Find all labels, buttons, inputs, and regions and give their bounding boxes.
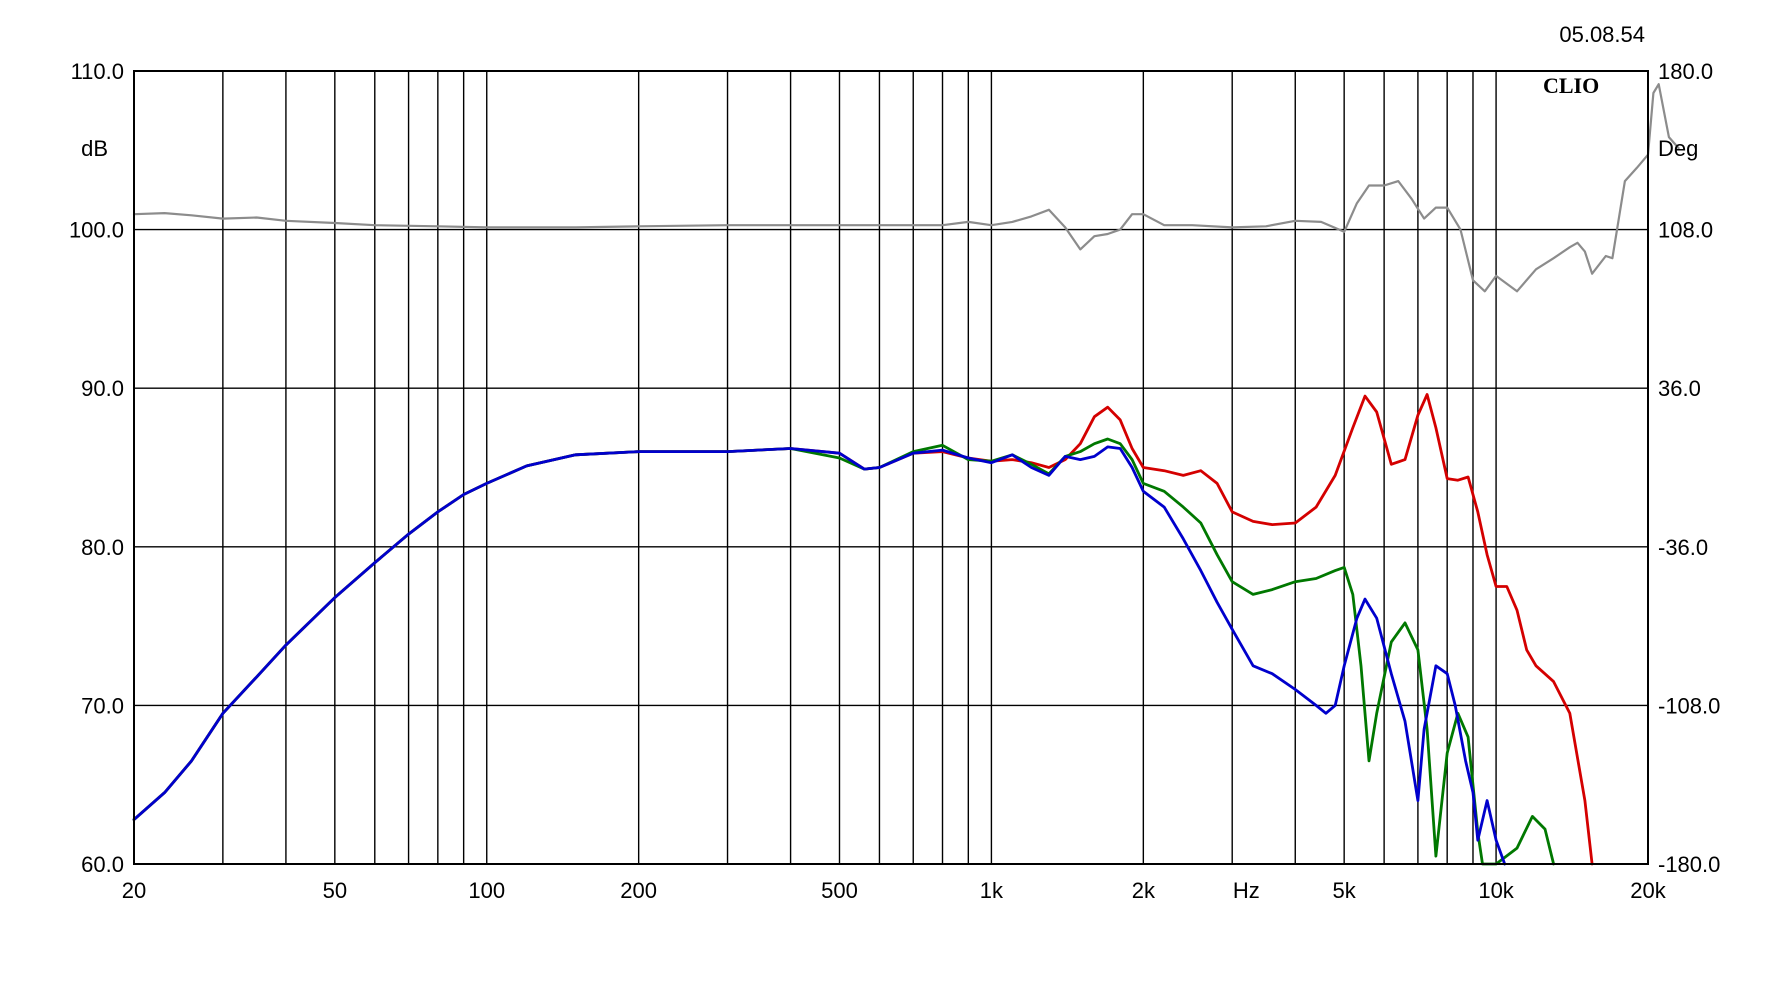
x-axis-unit-label: Hz (1233, 878, 1260, 903)
x-tick-label: 20k (1630, 878, 1666, 903)
y2-tick-label: 108.0 (1658, 218, 1713, 243)
y-tick-label: 80.0 (81, 535, 124, 560)
plot-frame (133, 70, 1649, 865)
y-tick-label: 60.0 (81, 852, 124, 877)
y2-tick-label: -36.0 (1658, 535, 1708, 560)
y-tick-label: 100.0 (69, 218, 124, 243)
x-tick-label: 50 (323, 878, 347, 903)
x-tick-label: 20 (122, 878, 146, 903)
y2-tick-label: 180.0 (1658, 59, 1713, 84)
y-axis-label: dB (81, 136, 108, 161)
x-tick-label: 2k (1132, 878, 1156, 903)
y2-tick-label: -180.0 (1658, 852, 1720, 877)
x-tick-label: 1k (980, 878, 1004, 903)
x-tick-label: 10k (1478, 878, 1514, 903)
series-phase-line (132, 83, 1680, 293)
series-blue-line (132, 445, 1507, 866)
y-tick-label: 90.0 (81, 376, 124, 401)
y2-tick-label: 36.0 (1658, 376, 1701, 401)
y2-tick-label: -108.0 (1658, 693, 1720, 718)
x-tick-label: 200 (620, 878, 657, 903)
series-layer (132, 83, 1680, 866)
y2-axis-label: Deg (1658, 136, 1698, 161)
y-tick-label: 70.0 (81, 693, 124, 718)
x-tick-label: 5k (1333, 878, 1357, 903)
x-tick-label: 100 (468, 878, 505, 903)
timestamp-label: 05.08.54 (1559, 22, 1645, 47)
label-layer: 20 50 100 200 500 1k 2k 5k 10k 20k Hz 110.0 100.0 90.… (69, 59, 1720, 903)
clio-logo: CLIO (1543, 73, 1599, 98)
y-tick-label: 110.0 (71, 59, 124, 84)
x-tick-label: 500 (821, 878, 858, 903)
